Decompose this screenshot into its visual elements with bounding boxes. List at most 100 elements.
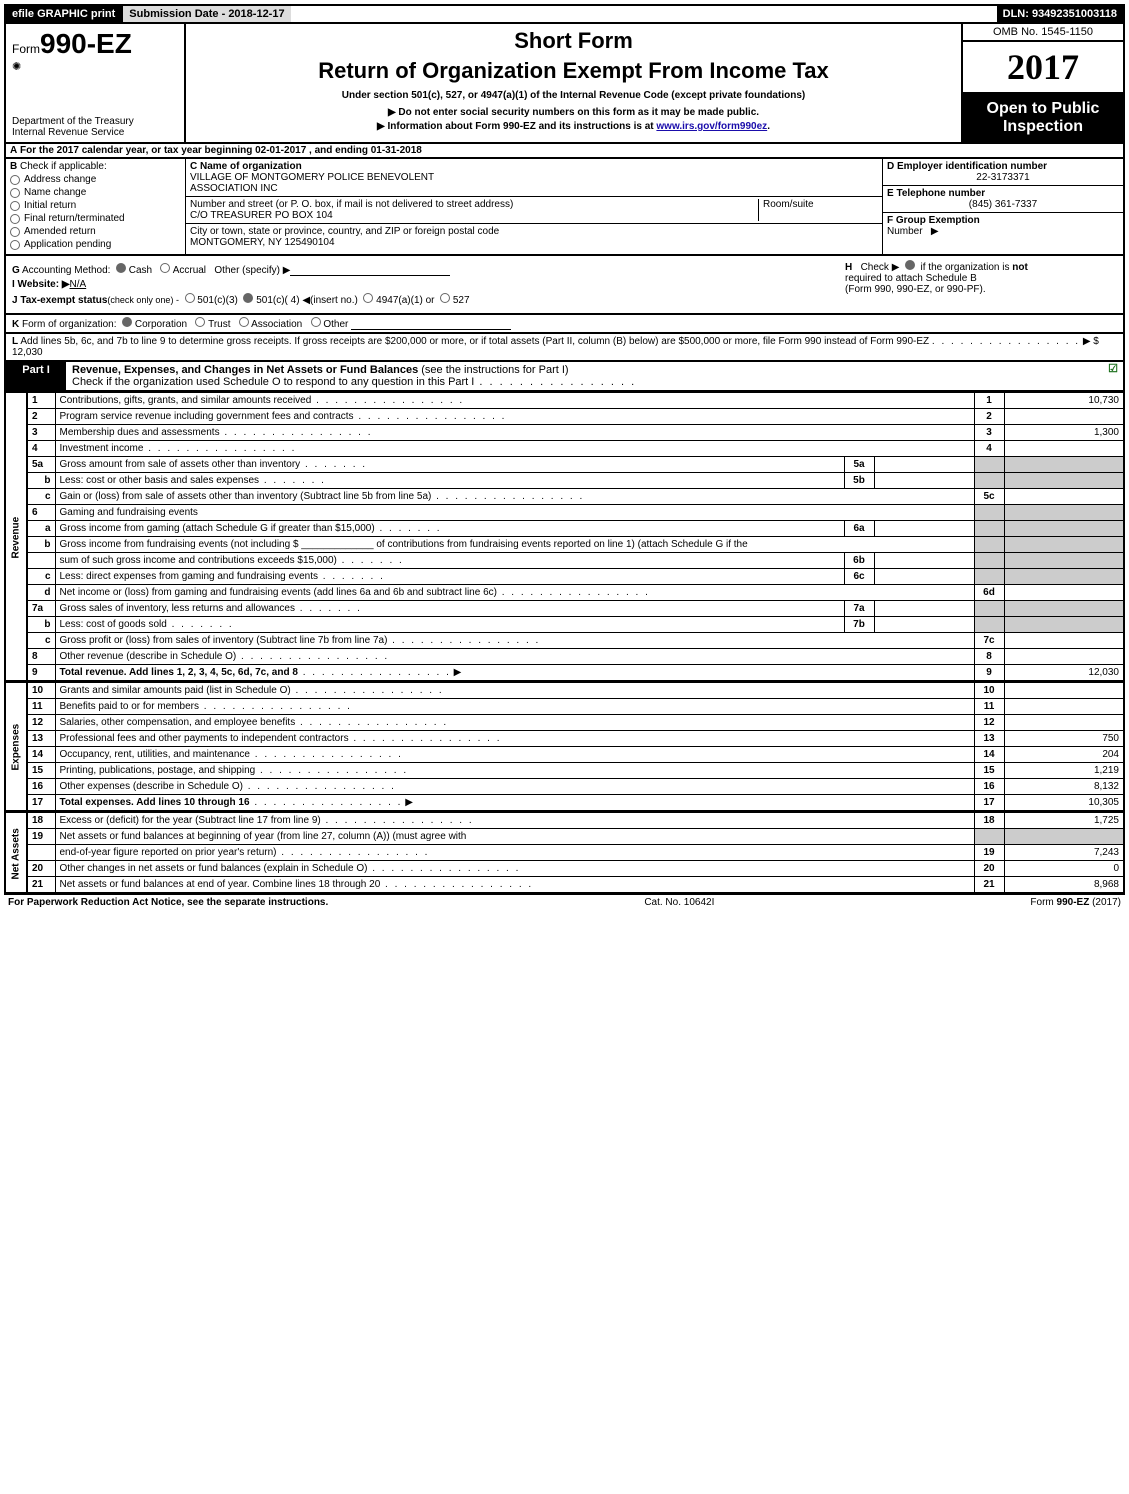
line-description: Less: direct expenses from gaming and fu… <box>55 569 844 585</box>
radio-other-icon[interactable] <box>311 317 321 327</box>
line-description: Occupancy, rent, utilities, and maintena… <box>55 747 974 763</box>
line-description: Less: cost of goods sold <box>55 617 844 633</box>
right-line-value <box>1004 505 1124 521</box>
arrow2-prefix: ▶ Information about Form 990-EZ and its … <box>377 121 656 132</box>
radio-501c3-icon[interactable] <box>185 293 195 303</box>
line-description: Less: cost or other basis and sales expe… <box>55 473 844 489</box>
checkbox-final-return[interactable]: Final return/terminated <box>10 213 181 224</box>
form990ez-link[interactable]: www.irs.gov/form990ez <box>656 121 767 132</box>
line-description: Gaming and fundraising events <box>55 505 974 521</box>
checkbox-name-change[interactable]: Name change <box>10 187 181 198</box>
line-description: Other changes in net assets or fund bala… <box>55 861 974 877</box>
right-line-number: 2 <box>974 409 1004 425</box>
i-prefix: I Website: ▶ <box>12 279 70 290</box>
efile-label: efile GRAPHIC print <box>6 6 121 22</box>
line-a-text1: For the 2017 calendar year, or tax year … <box>20 145 306 156</box>
line-number: 3 <box>27 425 55 441</box>
cell-city: City or town, state or province, country… <box>186 224 882 250</box>
mid-line-number: 7a <box>844 601 874 617</box>
table-row: 12Salaries, other compensation, and empl… <box>5 715 1124 731</box>
eagle-icon: ✺ <box>12 60 178 73</box>
table-row: Revenue1Contributions, gifts, grants, an… <box>5 393 1124 409</box>
radio-corp-icon[interactable] <box>122 317 132 327</box>
line-description: Net income or (loss) from gaming and fun… <box>55 585 974 601</box>
checkbox-application-pending[interactable]: Application pending <box>10 239 181 250</box>
form-number-text: 990-EZ <box>40 28 132 59</box>
checkbox-initial-return[interactable]: Initial return <box>10 200 181 211</box>
top-bar: efile GRAPHIC print Submission Date - 20… <box>4 4 1125 24</box>
right-line-value: 10,730 <box>1004 393 1124 409</box>
radio-4947-icon[interactable] <box>363 293 373 303</box>
expenses-table: Expenses10Grants and similar amounts pai… <box>4 682 1125 812</box>
line-number: 16 <box>27 779 55 795</box>
mid-line-value <box>874 569 974 585</box>
k-other-blank <box>351 319 511 330</box>
right-line-number: 18 <box>974 813 1004 829</box>
radio-accrual-icon[interactable] <box>160 263 170 273</box>
chk-label-5: Application pending <box>24 239 111 250</box>
right-line-value: 12,030 <box>1004 665 1124 682</box>
table-row: 13Professional fees and other payments t… <box>5 731 1124 747</box>
checkbox-amended-return[interactable]: Amended return <box>10 226 181 237</box>
footer-right-suffix: (2017) <box>1089 897 1121 908</box>
right-line-number <box>974 473 1004 489</box>
part-i-title-rest: (see the instructions for Part I) <box>418 364 568 376</box>
part-i-header: Part I Revenue, Expenses, and Changes in… <box>4 362 1125 392</box>
table-row: 15Printing, publications, postage, and s… <box>5 763 1124 779</box>
footer-left: For Paperwork Reduction Act Notice, see … <box>8 897 328 908</box>
line-number: 8 <box>27 649 55 665</box>
table-row: 20Other changes in net assets or fund ba… <box>5 861 1124 877</box>
l-dots <box>932 336 1080 347</box>
under-section: Under section 501(c), 527, or 4947(a)(1)… <box>192 90 955 101</box>
h-text3: required to attach Schedule B <box>845 273 977 284</box>
line-number: 10 <box>27 683 55 699</box>
line-description: Gross profit or (loss) from sales of inv… <box>55 633 974 649</box>
line-description: Gross amount from sale of assets other t… <box>55 457 844 473</box>
header-middle: Short Form Return of Organization Exempt… <box>186 24 963 142</box>
right-line-value: 8,132 <box>1004 779 1124 795</box>
radio-trust-icon[interactable] <box>195 317 205 327</box>
right-line-value <box>1004 829 1124 845</box>
right-line-number <box>974 553 1004 569</box>
right-line-number: 4 <box>974 441 1004 457</box>
g-other: Other (specify) ▶ <box>214 265 290 276</box>
line-description: Membership dues and assessments <box>55 425 974 441</box>
g-accrual: Accrual <box>173 265 206 276</box>
c-label: C Name of organization <box>190 161 302 172</box>
f-arrow: ▶ <box>931 226 939 237</box>
mid-line-number: 5a <box>844 457 874 473</box>
block-bcdef: B Check if applicable: Address change Na… <box>4 159 1125 256</box>
right-line-number: 20 <box>974 861 1004 877</box>
line-number: 14 <box>27 747 55 763</box>
radio-cash-icon[interactable] <box>116 263 126 273</box>
radio-501c4-icon[interactable] <box>243 293 253 303</box>
radio-icon <box>10 201 20 211</box>
checkbox-h-icon[interactable] <box>905 260 915 270</box>
line-description: Professional fees and other payments to … <box>55 731 974 747</box>
line-description: Other expenses (describe in Schedule O) <box>55 779 974 795</box>
table-row: 6Gaming and fundraising events <box>5 505 1124 521</box>
table-row: 4Investment income4 <box>5 441 1124 457</box>
radio-assoc-icon[interactable] <box>239 317 249 327</box>
table-row: 21Net assets or fund balances at end of … <box>5 877 1124 894</box>
part-i-check: ☑ <box>1103 362 1123 390</box>
checkbox-address-change[interactable]: Address change <box>10 174 181 185</box>
col-b-prefix: B <box>10 161 17 172</box>
radio-icon <box>10 240 20 250</box>
side-label: Expenses <box>5 683 27 812</box>
mid-line-number: 7b <box>844 617 874 633</box>
line-number: 15 <box>27 763 55 779</box>
table-row: bGross income from fundraising events (n… <box>5 537 1124 553</box>
radio-527-icon[interactable] <box>440 293 450 303</box>
radio-icon <box>10 188 20 198</box>
k-label: Form of organization: <box>22 319 117 330</box>
line-g: G Accounting Method: Cash Accrual Other … <box>12 263 837 276</box>
line-a: A For the 2017 calendar year, or tax yea… <box>4 144 1125 159</box>
open-line2: Inspection <box>965 118 1121 136</box>
table-row: cGain or (loss) from sale of assets othe… <box>5 489 1124 505</box>
ein-value: 22-3173371 <box>887 172 1119 183</box>
line-number: 5a <box>27 457 55 473</box>
tax-year: 2017 <box>963 42 1123 94</box>
column-b: B Check if applicable: Address change Na… <box>6 159 186 254</box>
line-description: end-of-year figure reported on prior yea… <box>55 845 974 861</box>
